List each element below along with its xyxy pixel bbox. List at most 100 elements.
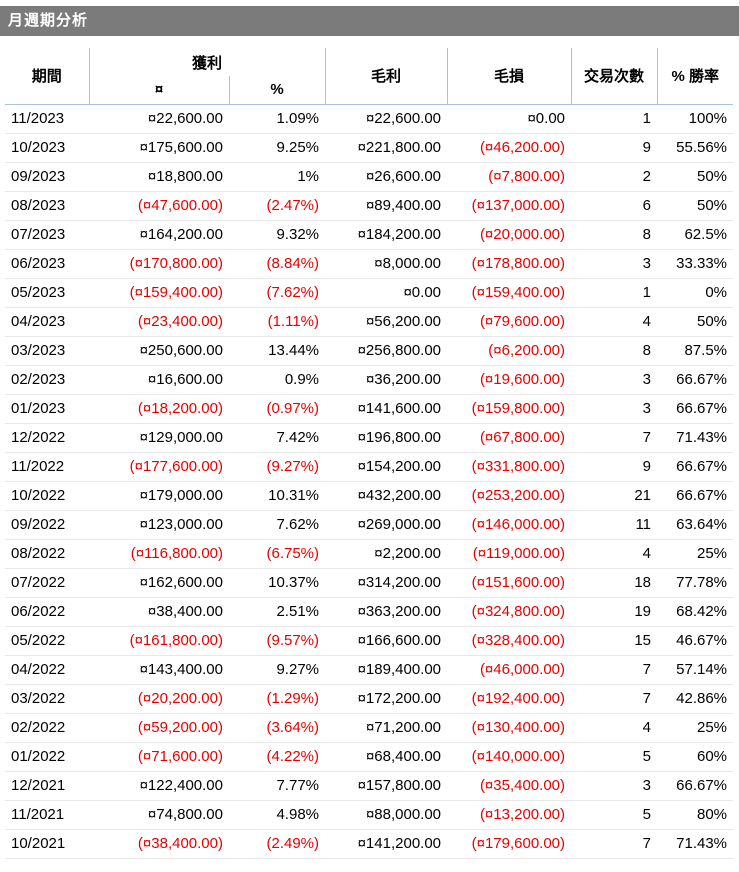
header-win-rate: % 勝率 [656,48,734,104]
cell-profit: ¤16,600.00 [89,365,229,395]
table-body: 11/2023 ¤22,600.00 1.09% ¤22,600.00 ¤0.00 1 10… [5,104,734,859]
table-row: 04/2023 (¤23,400.00) (1.11%) ¤56,200.00 (¤79… [5,307,734,337]
table-row: 03/2022 (¤20,200.00) (1.29%) ¤172,200.00 (¤1… [5,684,734,714]
table-row: 10/2023 ¤175,600.00 9.25% ¤221,800.00 (¤46,2… [5,133,734,163]
cell-gross_profit: ¤184,200.00 [325,220,448,250]
header-profit-group: 獲利 [88,48,326,76]
cell-period: 02/2023 [5,365,89,395]
cell-win_rate: 57.14% [657,655,734,685]
cell-win_rate: 50% [657,162,734,192]
cell-profit_pct: 2.51% [229,597,326,627]
table-row: 07/2022 ¤162,600.00 10.37% ¤314,200.00 (¤151… [5,568,734,598]
cell-period: 12/2021 [5,771,89,801]
cell-trades: 7 [571,655,658,685]
cell-period: 10/2021 [5,829,89,859]
cell-profit: ¤38,400.00 [89,597,229,627]
cell-trades: 1 [571,104,658,134]
cell-trades: 6 [571,191,658,221]
cell-period: 02/2022 [5,713,89,743]
cell-period: 03/2023 [5,336,89,366]
cell-profit: ¤22,600.00 [89,104,229,134]
cell-profit: (¤20,200.00) [89,684,229,714]
cell-gross_profit: ¤89,400.00 [325,191,448,221]
cell-win_rate: 33.33% [657,249,734,279]
cell-gross_profit: ¤68,400.00 [325,742,448,772]
cell-trades: 1 [571,278,658,308]
cell-win_rate: 66.67% [657,771,734,801]
cell-profit: ¤122,400.00 [89,771,229,801]
table-row: 08/2023 (¤47,600.00) (2.47%) ¤89,400.00 (¤13… [5,191,734,221]
cell-win_rate: 87.5% [657,336,734,366]
cell-win_rate: 66.67% [657,394,734,424]
table-row: 07/2023 ¤164,200.00 9.32% ¤184,200.00 (¤20,0… [5,220,734,250]
table-row: 09/2023 ¤18,800.00 1% ¤26,600.00 (¤7,800.00)… [5,162,734,192]
cell-gross_loss: (¤46,000.00) [447,655,572,685]
cell-trades: 4 [571,539,658,569]
cell-gross_profit: ¤56,200.00 [325,307,448,337]
cell-gross_loss: (¤328,400.00) [447,626,572,656]
panel-title: 月週期分析 [0,6,739,36]
cell-profit_pct: (7.62%) [229,278,326,308]
table-row: 05/2023 (¤159,400.00) (7.62%) ¤0.00 (¤159,40… [5,278,734,308]
cell-period: 11/2022 [5,452,89,482]
cell-period: 06/2023 [5,249,89,279]
cell-period: 03/2022 [5,684,89,714]
cell-trades: 5 [571,800,658,830]
cell-profit_pct: (2.47%) [229,191,326,221]
cell-win_rate: 0% [657,278,734,308]
cell-profit: (¤71,600.00) [89,742,229,772]
cell-profit_pct: 0.9% [229,365,326,395]
table-row: 06/2023 (¤170,800.00) (8.84%) ¤8,000.00 (¤17… [5,249,734,279]
cell-profit_pct: 7.62% [229,510,326,540]
cell-trades: 7 [571,684,658,714]
cell-period: 04/2023 [5,307,89,337]
cell-gross_profit: ¤314,200.00 [325,568,448,598]
cell-trades: 9 [571,133,658,163]
cell-period: 12/2022 [5,423,89,453]
cell-trades: 5 [571,742,658,772]
header-row-sub: ¤ % [5,76,733,104]
cell-profit_pct: 7.77% [229,771,326,801]
cell-profit: ¤162,600.00 [89,568,229,598]
table-row: 10/2022 ¤179,000.00 10.31% ¤432,200.00 (¤253… [5,481,734,511]
cell-gross_profit: ¤172,200.00 [325,684,448,714]
cell-profit_pct: 10.37% [229,568,326,598]
cell-gross_profit: ¤36,200.00 [325,365,448,395]
cell-trades: 19 [571,597,658,627]
cell-profit: ¤250,600.00 [89,336,229,366]
table-row: 05/2022 (¤161,800.00) (9.57%) ¤166,600.00 (¤… [5,626,734,656]
header-profit-percent: % [228,76,326,104]
cell-gross_profit: ¤196,800.00 [325,423,448,453]
cell-gross_loss: (¤13,200.00) [447,800,572,830]
table-row: 01/2023 (¤18,200.00) (0.97%) ¤141,600.00 (¤1… [5,394,734,424]
cell-gross_profit: ¤256,800.00 [325,336,448,366]
cell-profit: (¤177,600.00) [89,452,229,482]
table-row: 11/2022 (¤177,600.00) (9.27%) ¤154,200.00 (¤… [5,452,734,482]
cell-gross_profit: ¤269,000.00 [325,510,448,540]
cell-profit: (¤38,400.00) [89,829,229,859]
cell-profit: (¤59,200.00) [89,713,229,743]
cell-period: 08/2022 [5,539,89,569]
cell-gross_loss: (¤6,200.00) [447,336,572,366]
header-trades: 交易次數 [570,48,658,104]
cell-trades: 3 [571,771,658,801]
cell-profit_pct: 7.42% [229,423,326,453]
table-row: 02/2022 (¤59,200.00) (3.64%) ¤71,200.00 (¤13… [5,713,734,743]
cell-profit: (¤18,200.00) [89,394,229,424]
cell-gross_loss: (¤253,200.00) [447,481,572,511]
cell-trades: 21 [571,481,658,511]
cell-win_rate: 63.64% [657,510,734,540]
table-row: 01/2022 (¤71,600.00) (4.22%) ¤68,400.00 (¤14… [5,742,734,772]
cell-gross_loss: (¤119,000.00) [447,539,572,569]
cell-gross_profit: ¤363,200.00 [325,597,448,627]
cell-win_rate: 60% [657,742,734,772]
cell-win_rate: 77.78% [657,568,734,598]
cell-profit_pct: 10.31% [229,481,326,511]
cell-win_rate: 100% [657,104,734,134]
cell-win_rate: 66.67% [657,452,734,482]
cell-gross_profit: ¤141,200.00 [325,829,448,859]
cell-profit: ¤123,000.00 [89,510,229,540]
cell-gross_loss: (¤20,000.00) [447,220,572,250]
cell-profit: ¤74,800.00 [89,800,229,830]
